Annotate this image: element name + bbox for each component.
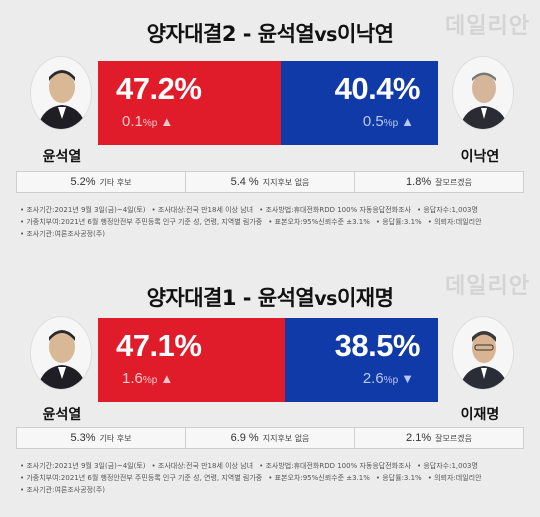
other-response-cell: 5.3% 기타 후보 [17, 428, 186, 448]
value-label-left: 47.2% [116, 71, 202, 106]
note: • 조사대상:전국 만18세 이상 남녀 [151, 462, 254, 470]
change-value: 0.1 [122, 113, 143, 130]
other-value: 5.4 % [230, 176, 259, 188]
note: • 조사대상:전국 만18세 이상 남녀 [151, 206, 254, 214]
note: • 응답자수:1,003명 [416, 206, 478, 214]
candidate-name-left: 윤석열 [42, 407, 82, 423]
candidate-photo-left [30, 56, 92, 130]
survey-notes: • 조사기간:2021년 9월 3일(금)~4일(토) • 조사대상:전국 만18… [20, 460, 530, 496]
title-vs: vs [314, 288, 337, 310]
other-label: 기타 후보 [99, 177, 132, 187]
matchup-panel-1: 데일리안 양자대결1 - 윤석열vs이재명 47.1% 1.6%p ▲ 38.5%… [0, 262, 540, 517]
change-unit: %p [383, 375, 399, 386]
note-line: • 가중치부여:2021년 6월 행정안전부 주민등록 인구 기준 성, 연령,… [20, 472, 530, 484]
chart-title: 양자대결2 - 윤석열vs이낙연 [0, 18, 540, 48]
other-response-cell: 5.4 % 지지후보 없음 [186, 172, 355, 192]
change-unit: %p [383, 118, 399, 129]
chart-title: 양자대결1 - 윤석열vs이재명 [0, 282, 540, 312]
arrow-up-icon: ▲ [160, 114, 174, 129]
change-right: 2.6%p ▼ [363, 370, 414, 387]
note: • 응답률:3.1% [375, 218, 422, 226]
value-label-left: 47.1% [116, 328, 202, 363]
other-label: 지지후보 없음 [262, 433, 310, 443]
note: • 조사방법:휴대전화RDD 100% 자동응답전화조사 [259, 462, 411, 470]
survey-notes: • 조사기간:2021년 9월 3일(금)~4일(토) • 조사대상:전국 만18… [20, 204, 530, 240]
change-left: 1.6%p ▲ [122, 370, 173, 387]
note: • 조사기간:2021년 9월 3일(금)~4일(토) [20, 206, 146, 214]
vote-share-bar: 47.1% 1.6%p ▲ 38.5% 2.6%p ▼ [98, 318, 438, 402]
other-response-cell: 6.9 % 지지후보 없음 [186, 428, 355, 448]
candidate-photo-right [452, 316, 514, 390]
change-left: 0.1%p ▲ [122, 113, 173, 130]
other-label: 잘모르겠음 [435, 433, 472, 443]
note-line: • 조사기간:2021년 9월 3일(금)~4일(토) • 조사대상:전국 만18… [20, 204, 530, 216]
note: • 의뢰자:데일리안 [427, 474, 482, 482]
watermark: 데일리안 [445, 14, 530, 39]
candidate-photo-left [30, 316, 92, 390]
note: • 가중치부여:2021년 6월 행정안전부 주민등록 인구 기준 성, 연령,… [20, 218, 263, 226]
note: • 응답률:3.1% [375, 474, 422, 482]
other-response-cell: 1.8% 잘모르겠음 [355, 172, 523, 192]
note: • 표본오차:95%신뢰수준 ±3.1% [268, 218, 370, 226]
note: • 가중치부여:2021년 6월 행정안전부 주민등록 인구 기준 성, 연령,… [20, 474, 263, 482]
note-line: • 조사기간:2021년 9월 3일(금)~4일(토) • 조사대상:전국 만18… [20, 460, 530, 472]
title-main: 양자대결2 - 윤석열 [146, 22, 315, 46]
other-label: 잘모르겠음 [435, 177, 472, 187]
change-unit: %p [142, 118, 158, 129]
change-value: 2.6 [362, 370, 384, 387]
change-right: 0.5%p ▲ [363, 113, 414, 130]
other-responses: 5.2% 기타 후보 5.4 % 지지후보 없음 1.8% 잘모르겠음 [16, 171, 524, 193]
bar-segment-right: 38.5% 2.6%p ▼ [285, 318, 438, 402]
other-value: 2.1% [406, 432, 432, 444]
arrow-down-icon: ▼ [401, 371, 414, 386]
other-value: 5.3% [70, 432, 96, 444]
other-response-cell: 2.1% 잘모르겠음 [355, 428, 523, 448]
other-value: 6.9 % [230, 432, 259, 444]
note: • 의뢰자:데일리안 [427, 218, 482, 226]
note: • 조사방법:휴대전화RDD 100% 자동응답전화조사 [259, 206, 411, 214]
candidate-name-right: 이낙연 [460, 149, 500, 165]
matchup-panel-2: 데일리안 양자대결2 - 윤석열vs이낙연 47.2% 0.1%p ▲ 40.4%… [0, 0, 540, 258]
arrow-up-icon: ▲ [401, 114, 414, 129]
note: • 표본오차:95%신뢰수준 ±3.1% [268, 474, 370, 482]
value-label-right: 40.4% [334, 71, 421, 106]
title-main: 양자대결1 - 윤석열 [146, 286, 315, 310]
title-tail: 이재명 [336, 286, 394, 310]
value-label-right: 38.5% [334, 328, 421, 363]
change-value: 1.6 [122, 370, 143, 387]
candidate-photo-right [452, 56, 514, 130]
note: • 조사기관:여론조사공정(주) [20, 230, 106, 238]
other-value: 1.8% [406, 176, 432, 188]
note-line: • 조사기관:여론조사공정(주) [20, 484, 530, 496]
arrow-up-icon: ▲ [160, 371, 174, 386]
note: • 조사기간:2021년 9월 3일(금)~4일(토) [20, 462, 146, 470]
bar-segment-left: 47.1% 1.6%p ▲ [98, 318, 285, 402]
change-unit: %p [142, 375, 158, 386]
vote-share-bar: 47.2% 0.1%p ▲ 40.4% 0.5%p ▲ [98, 61, 438, 145]
watermark: 데일리안 [445, 274, 530, 299]
other-label: 기타 후보 [99, 433, 132, 443]
other-response-cell: 5.2% 기타 후보 [17, 172, 186, 192]
other-label: 지지후보 없음 [262, 177, 310, 187]
change-value: 0.5 [362, 113, 384, 130]
bar-segment-right: 40.4% 0.5%p ▲ [281, 61, 438, 145]
candidate-name-right: 이재명 [460, 407, 500, 423]
note-line: • 조사기관:여론조사공정(주) [20, 228, 530, 240]
bar-segment-left: 47.2% 0.1%p ▲ [98, 61, 281, 145]
candidate-name-left: 윤석열 [42, 149, 82, 165]
note: • 조사기관:여론조사공정(주) [20, 486, 106, 494]
title-tail: 이낙연 [336, 22, 394, 46]
title-vs: vs [314, 24, 337, 46]
other-responses: 5.3% 기타 후보 6.9 % 지지후보 없음 2.1% 잘모르겠음 [16, 427, 524, 449]
other-value: 5.2% [70, 176, 96, 188]
note: • 응답자수:1,003명 [416, 462, 478, 470]
note-line: • 가중치부여:2021년 6월 행정안전부 주민등록 인구 기준 성, 연령,… [20, 216, 530, 228]
